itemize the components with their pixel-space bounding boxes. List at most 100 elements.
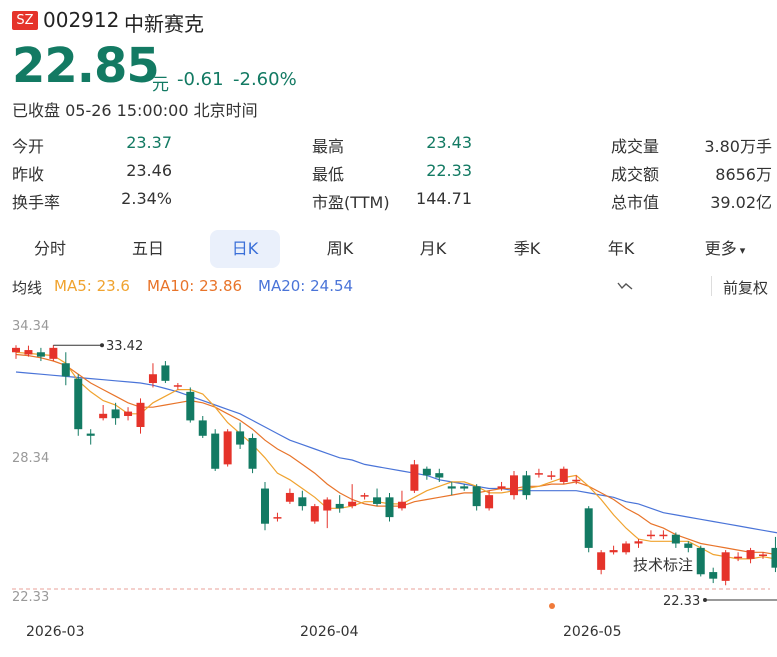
high-annotation-dot	[100, 343, 104, 348]
candle-body	[671, 534, 680, 544]
stat-value-high: 23.43	[426, 133, 472, 152]
stat-value-pe-ttm: 144.71	[416, 189, 472, 208]
candle-body	[547, 475, 556, 477]
candle	[534, 468, 543, 478]
candle	[410, 459, 419, 493]
candle-body	[186, 391, 195, 421]
candle	[335, 495, 344, 513]
candle	[422, 466, 431, 480]
stat-label-turnover-rate: 换手率	[12, 193, 61, 212]
candle	[435, 468, 444, 482]
price-change: -0.61	[177, 69, 224, 90]
tab-quarterly-k[interactable]: 季K	[513, 239, 541, 258]
stat-label-market-cap: 总市值	[611, 193, 660, 212]
stat-label-pe-ttm: 市盈(TTM)	[312, 193, 390, 212]
candle-body	[759, 554, 767, 556]
ma10-line	[15, 353, 777, 556]
tab-monthly-k[interactable]: 月K	[419, 239, 447, 258]
x-tick-label: 2026-05	[563, 624, 622, 640]
candle	[734, 552, 743, 562]
candle	[285, 488, 294, 504]
tab-more-label: 更多	[704, 239, 737, 258]
candle	[684, 541, 693, 553]
candle-body	[99, 413, 108, 419]
candle	[99, 405, 108, 421]
candle	[236, 422, 245, 449]
candle-body	[161, 365, 170, 381]
tab-more[interactable]: 更多 ▾	[690, 230, 760, 268]
candle	[148, 363, 157, 388]
candle	[646, 530, 655, 540]
candle-body	[24, 350, 33, 355]
tab-yearly-k[interactable]: 年K	[607, 239, 635, 258]
stat-value-prev-close: 23.46	[126, 161, 172, 180]
candle	[385, 492, 394, 522]
candle-body	[36, 352, 45, 357]
stat-label-prev-close: 昨收	[12, 165, 45, 184]
kline-chart[interactable]: 34.34 28.34 22.33 2026-03 2026-04 2026-05 33.4…	[0, 300, 777, 657]
candle-body	[659, 534, 668, 537]
candle-body	[348, 501, 357, 507]
ma20-line	[15, 371, 777, 534]
candle	[622, 541, 631, 555]
candle	[161, 361, 170, 384]
candle-body	[709, 572, 718, 579]
candle-body	[124, 411, 133, 417]
candle-body	[61, 363, 70, 377]
candle-body	[335, 503, 344, 509]
candle	[460, 484, 469, 491]
candle	[61, 352, 70, 386]
candle-body	[447, 486, 456, 489]
y-tick-label: 22.33	[12, 590, 49, 605]
technical-annotation-button[interactable]: 技术标注	[617, 277, 693, 574]
stat-value-market-cap: 39.02亿	[710, 193, 772, 212]
tab-five-day[interactable]: 五日	[131, 239, 164, 258]
candle	[310, 503, 319, 524]
candle-body	[298, 497, 307, 507]
candle	[447, 481, 456, 496]
toolbar-divider	[711, 276, 712, 296]
candle	[696, 545, 705, 577]
tab-weekly-k[interactable]: 周K	[326, 239, 354, 258]
ma5-line	[15, 351, 777, 560]
high-annotation-label: 33.42	[106, 339, 143, 354]
candle-body	[49, 347, 58, 359]
candle	[36, 347, 45, 362]
candle	[597, 550, 606, 575]
stock-code: 002912	[43, 8, 120, 32]
candle-body	[261, 488, 269, 524]
candle	[547, 470, 556, 480]
price-change-percent: -2.60%	[233, 69, 297, 90]
candle-body	[360, 495, 369, 497]
candle-body	[248, 437, 257, 469]
candle	[49, 345, 58, 362]
candle-body	[572, 479, 581, 482]
candle-body	[373, 497, 382, 504]
candle	[559, 466, 568, 485]
technical-annotation-label: 技术标注	[633, 556, 694, 574]
trend-tool-icon	[617, 282, 633, 290]
candle	[24, 345, 33, 357]
candle-body	[435, 473, 444, 478]
adjust-mode-button[interactable]: 前复权	[723, 279, 769, 297]
candle	[173, 383, 182, 390]
candle-body	[173, 385, 182, 387]
ma-title: 均线	[12, 279, 43, 297]
candle-body	[198, 420, 207, 436]
candle	[759, 552, 767, 559]
y-tick-label: 34.34	[12, 319, 49, 334]
candle	[198, 416, 207, 438]
candle-body	[211, 433, 220, 469]
candle-body	[634, 541, 643, 544]
candle	[12, 345, 20, 359]
ma10-label: MA10: 23.86	[147, 277, 243, 295]
candle	[709, 567, 718, 584]
chevron-down-icon: ▾	[739, 244, 746, 257]
low-annotation-label: 22.33	[663, 594, 700, 609]
candle-body	[385, 497, 394, 518]
tab-daily-k[interactable]: 日K	[210, 230, 280, 268]
candle-body	[771, 547, 777, 568]
tab-intraday[interactable]: 分时	[33, 239, 66, 258]
candle	[298, 490, 307, 511]
candle	[771, 536, 777, 573]
